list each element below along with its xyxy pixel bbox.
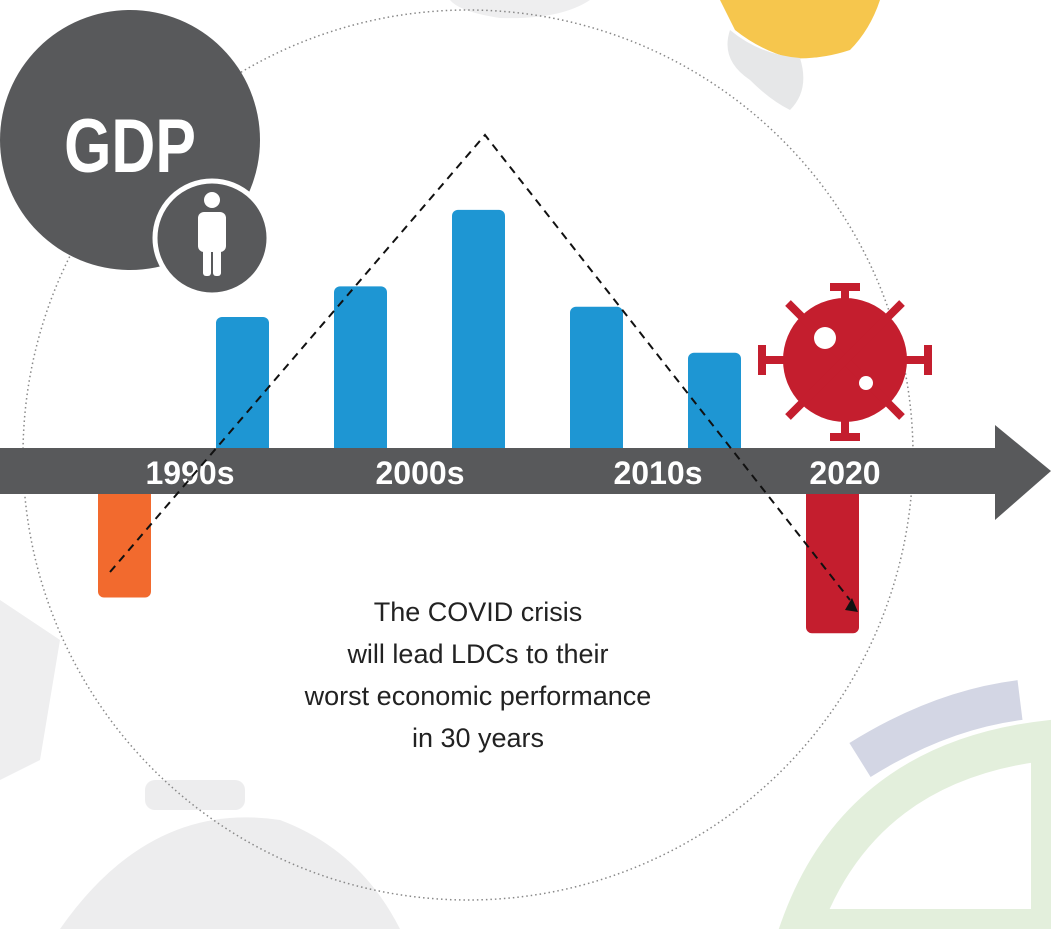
map-shape <box>720 0 880 59</box>
bar <box>452 209 505 470</box>
caption-line: worst economic performance <box>304 681 652 711</box>
bar <box>334 286 387 470</box>
bar <box>806 470 859 634</box>
period-label: 2010s <box>614 455 703 491</box>
icon-shape <box>60 817 400 929</box>
timeline-arrow <box>0 425 1051 520</box>
bar <box>98 470 151 598</box>
map-shape <box>727 30 804 110</box>
period-labels: 1990s 2000s 2010s 2020 <box>146 455 881 491</box>
badge-title: GDP <box>64 104 196 189</box>
period-label: 2000s <box>376 455 465 491</box>
trend-line <box>109 133 851 601</box>
trend-arrowhead <box>845 598 858 612</box>
caption-line: The COVID crisis <box>374 597 583 627</box>
virus-spikes <box>765 290 925 440</box>
map-shape <box>450 0 590 19</box>
person-icon <box>198 192 226 276</box>
arrow-head <box>995 425 1051 520</box>
ring-shape <box>849 680 1023 777</box>
virus-caps <box>758 283 932 441</box>
caption-line: in 30 years <box>412 723 544 753</box>
ring-shape <box>778 719 1051 929</box>
caption-line: will lead LDCs to their <box>346 639 608 669</box>
period-label: 1990s <box>146 455 235 491</box>
bar <box>688 352 741 470</box>
period-label: 2020 <box>809 455 880 491</box>
virus-spot <box>814 327 836 349</box>
virus-icon <box>758 283 932 441</box>
caption: The COVID crisis will lead LDCs to their w… <box>304 597 652 753</box>
gdp-badge: GDP <box>0 10 272 298</box>
bar <box>216 317 269 470</box>
bars <box>98 209 859 634</box>
bar <box>570 306 623 470</box>
map-shape <box>0 600 60 780</box>
icon-shape <box>145 780 245 810</box>
arrow-shaft <box>0 448 1000 494</box>
virus-spot <box>859 376 873 390</box>
trend-lines <box>109 133 858 612</box>
